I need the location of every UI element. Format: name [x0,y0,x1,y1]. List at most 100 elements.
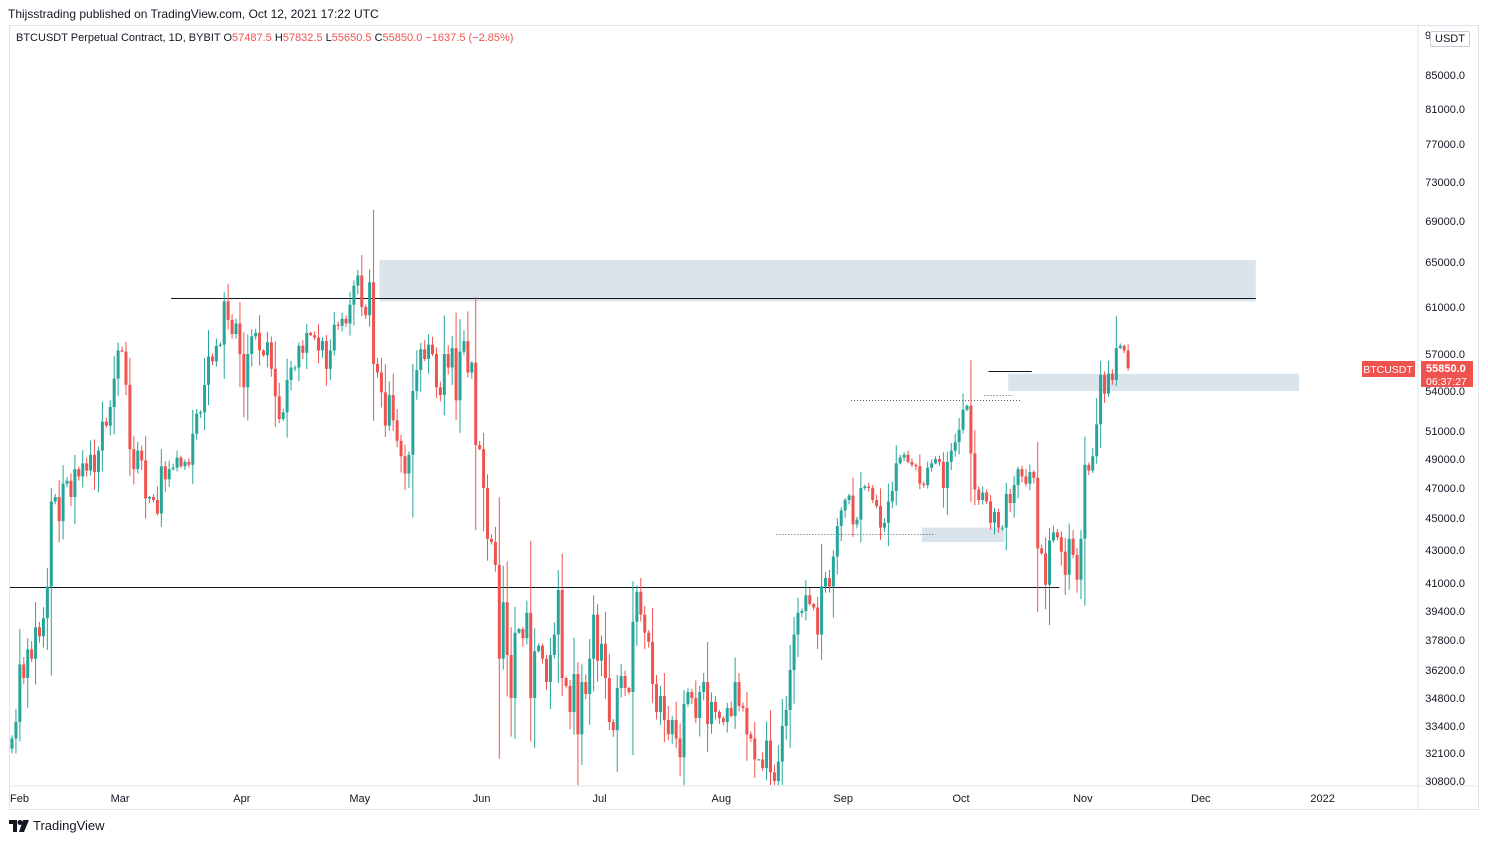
candle-body [242,354,246,388]
candle-body [368,282,372,316]
candle-body [419,349,423,371]
candle-body [65,480,69,484]
candle-body [977,489,981,500]
candle-body [277,396,281,419]
candle-body [635,591,639,622]
price-tick-label: 41000.0 [1425,578,1465,590]
legend-close: 55850.0 [382,32,423,44]
candle-body [1126,350,1130,369]
candle-body [768,740,772,773]
currency-badge[interactable]: USDT [1430,31,1470,47]
candle-body [941,461,945,488]
candle-body [568,686,572,712]
candle-body [556,590,560,635]
time-tick-label: Apr [233,793,250,805]
zones-layer [379,259,1300,542]
candle-body [207,356,210,385]
candle-body [690,692,694,698]
candle-body [588,658,592,694]
candle-body [1083,464,1087,539]
time-tick-label: Dec [1191,793,1211,805]
candle-body [344,318,348,324]
candle-body [474,362,478,445]
price-tick-label: 81000.0 [1425,104,1465,116]
candle-body [167,469,171,480]
candle-body [191,433,195,465]
candle-body [745,708,749,735]
candle-body [957,429,961,443]
candle-body [1044,553,1048,585]
candle-body [961,409,965,430]
time-tick-label: Jul [592,793,606,805]
candle-body [580,682,584,735]
candle-body [721,718,725,722]
candle-body [93,454,97,473]
symbol-legend[interactable]: BTCUSDT Perpetual Contract, 1D, BYBIT O5… [16,32,513,44]
candle-body [808,595,812,604]
candle-body [81,463,85,477]
candle-body [1114,348,1118,380]
price-tick-label: 57000.0 [1425,349,1465,361]
candle-body [1059,537,1063,552]
candle-body [348,304,352,324]
candle-body [658,696,662,712]
candle-body [552,634,556,655]
legend-change: −1637.5 (−2.85%) [425,32,514,44]
candle-body [203,384,207,413]
candle-body [651,641,655,684]
candle-body [926,467,930,486]
candle-body [324,341,328,369]
candle-body [446,354,450,368]
candle-body [171,467,175,470]
candle-body [839,510,843,526]
legend-symbol: BTCUSDT Perpetual Contract, 1D, BYBIT [16,32,221,44]
candle-body [96,450,100,473]
time-tick-label: 2022 [1310,793,1334,805]
chart-frame[interactable] [9,25,1479,810]
candle-body [1016,469,1020,486]
candle-body [906,454,910,462]
candle-body [57,497,61,522]
candle-body [199,412,203,414]
candle-body [655,684,659,712]
tradingview-footer[interactable]: TradingView [9,818,105,833]
candle-body [973,453,977,490]
price-tick-label: 43000.0 [1425,545,1465,557]
candle-body [729,708,733,716]
candle-body [73,469,77,497]
candle-body [717,712,721,718]
candle-body [529,612,533,698]
candle-body [741,706,745,708]
price-badge: BTCUSDT 55850.0 06:37:27 [1362,361,1473,388]
candle-body [879,506,883,528]
candle-body [533,651,537,698]
candle-body [364,307,368,316]
hlines-layer [10,298,1256,588]
candle-body [489,538,493,542]
candle-body [407,454,411,474]
candles-layer [10,209,1130,785]
candle-body [1110,373,1114,380]
candle-body [1067,538,1071,575]
candle-body [423,349,427,359]
candle-body [411,391,415,455]
candle-body [953,442,957,451]
candle-body [603,643,607,678]
candle-body [372,282,376,364]
legend-open: 57487.5 [232,32,272,44]
candle-body [1122,345,1126,351]
candle-body [1099,374,1103,425]
candle-body [1020,469,1024,477]
price-tick-label: 77000.0 [1425,139,1465,151]
candle-body [666,720,670,735]
candle-body [572,674,576,712]
candle-body [780,726,784,762]
candle-body [749,734,753,739]
candle-body [399,440,403,457]
candle-body [596,614,600,661]
candle-body [218,344,222,346]
candle-body [647,632,651,642]
candle-body [226,301,230,320]
candle-body [340,318,344,326]
